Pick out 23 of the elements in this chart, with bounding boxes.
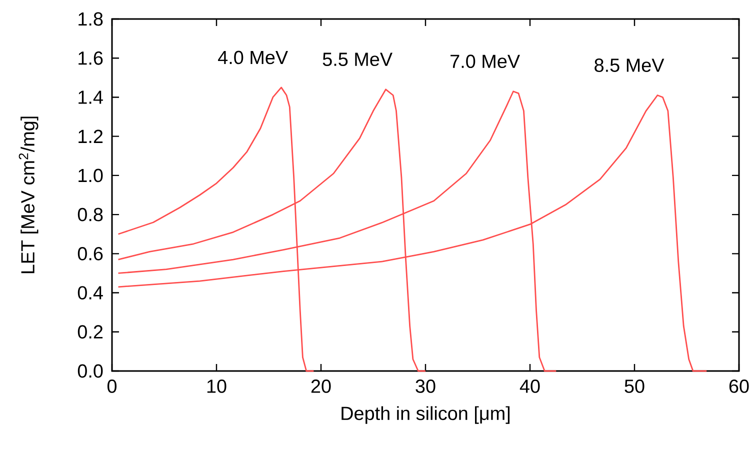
series-label: 7.0 MeV xyxy=(450,54,520,68)
y-tick-label: 0.6 xyxy=(78,246,103,260)
y-tick-label: 0.0 xyxy=(78,364,103,378)
x-tick-label: 20 xyxy=(311,380,331,393)
y-tick-label: 1.6 xyxy=(78,51,103,65)
y-tick-label: 1.2 xyxy=(78,130,103,143)
y-tick-label: 1.4 xyxy=(78,90,103,104)
x-axis-title: Depth in silicon [μm] xyxy=(342,406,510,424)
y-tick-label: 0.4 xyxy=(78,286,103,300)
y-axis-title: LET [MeV cm$^{2}$/mg] xyxy=(18,116,38,274)
y-tick-label: 1.8 xyxy=(78,12,103,26)
x-tick-label: 10 xyxy=(207,380,226,393)
series-label: 5.5 MeV xyxy=(322,52,392,66)
y-tick-label: 1.0 xyxy=(78,168,103,182)
y-tick-label: 0.8 xyxy=(78,208,103,222)
series-label: 8.5 MeV xyxy=(594,58,664,72)
series-label: 4.0 MeV xyxy=(218,50,288,64)
y-tick-label: 0.2 xyxy=(78,325,103,339)
x-tick-label: 30 xyxy=(416,380,436,393)
x-tick-label: 50 xyxy=(624,380,644,393)
x-tick-label: 40 xyxy=(520,380,540,393)
x-tick-label: 60 xyxy=(729,380,749,393)
x-tick-label: 0 xyxy=(107,380,117,393)
